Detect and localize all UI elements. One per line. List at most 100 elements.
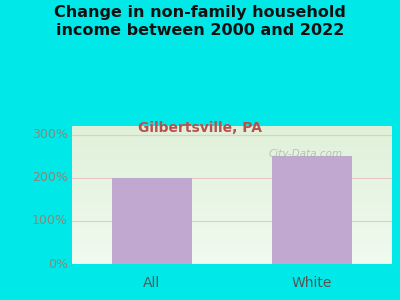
Bar xyxy=(72,183,392,184)
Bar xyxy=(72,171,392,172)
Bar xyxy=(72,132,392,133)
Text: All: All xyxy=(143,276,161,290)
Bar xyxy=(72,197,392,198)
Bar xyxy=(72,249,392,250)
Bar xyxy=(72,176,392,177)
Bar xyxy=(72,242,392,243)
Bar xyxy=(72,156,392,157)
Bar xyxy=(72,228,392,229)
Bar xyxy=(72,263,392,264)
Bar xyxy=(72,196,392,197)
Bar xyxy=(72,216,392,217)
Bar xyxy=(72,149,392,150)
Bar xyxy=(72,139,392,140)
Bar xyxy=(72,200,392,201)
Bar xyxy=(72,259,392,260)
Bar xyxy=(72,219,392,220)
Bar xyxy=(72,198,392,199)
Bar xyxy=(72,131,392,132)
Bar xyxy=(72,206,392,207)
Bar xyxy=(72,152,392,153)
Bar xyxy=(72,134,392,135)
Bar xyxy=(72,129,392,130)
Bar xyxy=(72,229,392,230)
Bar xyxy=(72,191,392,192)
Bar xyxy=(72,241,392,242)
Bar xyxy=(72,224,392,225)
Bar xyxy=(72,257,392,258)
Bar xyxy=(72,168,392,169)
Bar xyxy=(72,164,392,165)
Bar xyxy=(72,204,392,205)
Bar xyxy=(72,187,392,188)
Bar xyxy=(72,196,392,197)
Bar xyxy=(72,218,392,219)
Bar xyxy=(72,192,392,193)
Bar xyxy=(72,154,392,155)
Bar xyxy=(112,178,192,264)
Bar xyxy=(72,217,392,218)
Bar xyxy=(72,175,392,176)
Bar xyxy=(72,256,392,257)
Text: Gilbertsville, PA: Gilbertsville, PA xyxy=(138,122,262,136)
Bar xyxy=(72,253,392,254)
Bar xyxy=(72,234,392,235)
Bar xyxy=(72,212,392,213)
Bar xyxy=(72,262,392,263)
Bar xyxy=(72,127,392,128)
Text: Change in non-family household
income between 2000 and 2022: Change in non-family household income be… xyxy=(54,4,346,38)
Bar xyxy=(72,185,392,186)
Bar xyxy=(72,226,392,227)
Text: White: White xyxy=(292,276,332,290)
Bar xyxy=(72,220,392,221)
Bar xyxy=(72,144,392,145)
Bar xyxy=(72,199,392,200)
Bar xyxy=(72,213,392,214)
Bar xyxy=(72,173,392,174)
Bar xyxy=(72,221,392,222)
Bar xyxy=(72,258,392,259)
Bar xyxy=(72,235,392,236)
Bar xyxy=(72,136,392,137)
Text: 100%: 100% xyxy=(32,214,68,227)
Bar xyxy=(72,153,392,154)
Bar xyxy=(72,178,392,179)
Bar xyxy=(72,162,392,163)
Bar xyxy=(72,193,392,194)
Bar xyxy=(72,142,392,143)
Bar xyxy=(72,250,392,251)
Bar xyxy=(72,244,392,245)
Bar xyxy=(72,186,392,187)
Bar xyxy=(72,261,392,262)
Bar xyxy=(72,167,392,168)
Bar xyxy=(72,215,392,216)
Bar xyxy=(72,225,392,226)
Bar xyxy=(72,177,392,178)
Bar xyxy=(72,135,392,136)
Bar xyxy=(72,179,392,180)
Bar xyxy=(72,141,392,142)
Bar xyxy=(72,184,392,185)
Bar xyxy=(72,202,392,203)
Bar xyxy=(72,255,392,256)
Text: 300%: 300% xyxy=(32,128,68,141)
Bar xyxy=(72,211,392,212)
Bar xyxy=(72,126,392,127)
Bar xyxy=(72,209,392,210)
Bar xyxy=(72,138,392,139)
Bar xyxy=(72,188,392,189)
Bar xyxy=(72,223,392,224)
Bar xyxy=(72,239,392,240)
Bar xyxy=(72,181,392,182)
Bar xyxy=(72,160,392,161)
Bar xyxy=(72,170,392,171)
Bar xyxy=(72,237,392,238)
Bar xyxy=(72,145,392,146)
Bar xyxy=(72,248,392,249)
Bar xyxy=(72,240,392,241)
Bar xyxy=(72,203,392,204)
Bar xyxy=(72,163,392,164)
Bar xyxy=(72,195,392,196)
Bar xyxy=(72,143,392,144)
Bar xyxy=(72,254,392,255)
